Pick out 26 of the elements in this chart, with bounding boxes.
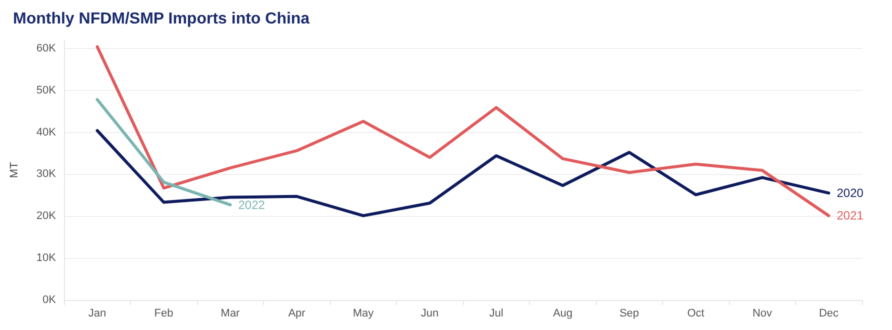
- x-tick-label: Jul: [489, 308, 504, 320]
- y-tick-label: 10K: [36, 252, 57, 264]
- x-tick-label: Nov: [752, 308, 773, 320]
- y-tick-label: 30K: [36, 168, 57, 180]
- x-tick-label: Sep: [619, 308, 640, 320]
- x-tick-label: Jan: [88, 308, 106, 320]
- line-series: [96, 129, 830, 218]
- y-tick-label: 40K: [36, 126, 57, 138]
- x-tick-label: Dec: [818, 308, 840, 320]
- x-tick-label: May: [352, 308, 374, 320]
- series-label: 2020: [836, 186, 864, 200]
- y-tick-label: 50K: [36, 84, 57, 96]
- y-tick-label: 20K: [36, 210, 57, 222]
- line-series: [96, 45, 830, 218]
- x-tick-label: Aug: [552, 308, 573, 320]
- y-tick-label: 60K: [36, 42, 57, 54]
- chart-title: Monthly NFDM/SMP Imports into China: [13, 10, 310, 28]
- x-tick-label: Mar: [220, 308, 240, 320]
- x-tick-label: Jun: [420, 308, 439, 320]
- y-tick-label: 0K: [42, 294, 57, 306]
- series-label: 2022: [238, 198, 266, 212]
- series-label: 2021: [836, 208, 864, 223]
- x-tick-label: Oct: [687, 308, 704, 320]
- y-axis-title: MT: [8, 162, 20, 178]
- x-tick-label: Apr: [288, 308, 306, 320]
- x-tick-label: Feb: [154, 308, 174, 320]
